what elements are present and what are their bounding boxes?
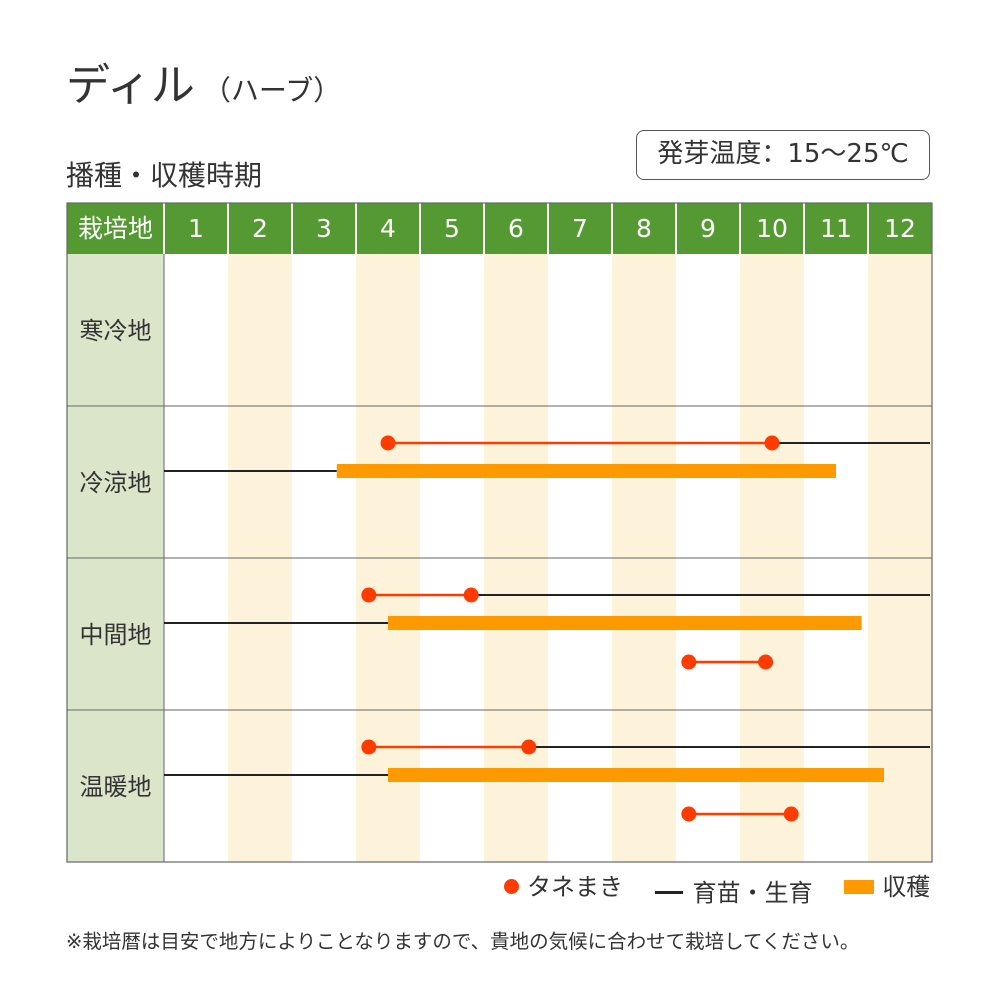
section-heading: 播種・収穫時期 — [66, 159, 263, 192]
month-label-4: 4 — [380, 214, 396, 243]
page-title: ディル （ハーブ） — [66, 56, 341, 121]
month-label-8: 8 — [636, 214, 652, 243]
title-subtitle: （ハーブ） — [202, 74, 342, 107]
harvest-bar — [336, 464, 836, 478]
month-label-6: 6 — [508, 214, 524, 243]
table-border — [66, 202, 933, 863]
month-label-5: 5 — [444, 214, 460, 243]
month-label-10: 10 — [756, 214, 788, 243]
month-label-2: 2 — [252, 214, 268, 243]
sowing-dot-icon — [504, 879, 519, 894]
region-label: 寒冷地 — [80, 317, 152, 345]
footnote: ※栽培暦は目安で地方によりことなりますので、貴地の気候に合わせて栽培してください… — [66, 930, 860, 953]
month-label-3: 3 — [316, 214, 332, 243]
region-label: 冷涼地 — [80, 469, 152, 497]
sowing-start-dot — [380, 435, 396, 451]
month-label-12: 12 — [884, 214, 916, 243]
legend-item-harvest: 収穫 — [844, 869, 930, 905]
month-label-9: 9 — [700, 214, 716, 243]
month-label-11: 11 — [820, 214, 852, 243]
sowing-start-dot — [681, 806, 697, 822]
sowing-end-dot — [463, 587, 479, 603]
title-main: ディル — [66, 60, 195, 111]
month-label-7: 7 — [572, 214, 588, 243]
harvest-bar — [388, 616, 862, 630]
harvest-bar — [388, 768, 884, 782]
sowing-end-dot — [521, 739, 537, 755]
region-label: 中間地 — [80, 621, 152, 649]
sowing-end-dot — [758, 654, 774, 670]
region-label: 温暖地 — [80, 773, 152, 801]
legend-label-sowing: タネまき — [527, 872, 623, 901]
month-label-1: 1 — [188, 214, 204, 243]
legend-label-growing: 育苗・生育 — [692, 878, 813, 907]
legend-item-growing: 育苗・生育 — [654, 875, 813, 911]
sowing-end-dot — [783, 806, 799, 822]
legend-item-sowing: タネまき — [504, 869, 623, 905]
legend: タネまき 育苗・生育 収穫 — [504, 868, 934, 907]
legend-label-harvest: 収穫 — [882, 873, 931, 901]
sowing-start-dot — [681, 654, 697, 670]
germination-temperature-badge: 発芽温度：15〜25℃ — [636, 130, 930, 180]
sowing-end-dot — [764, 435, 780, 451]
sowing-start-dot — [361, 587, 377, 603]
header-label: 栽培地 — [78, 214, 153, 243]
growing-line-icon — [654, 891, 683, 894]
sowing-start-dot — [361, 739, 377, 755]
header-bar — [67, 203, 932, 254]
harvest-bar-icon — [844, 880, 875, 894]
